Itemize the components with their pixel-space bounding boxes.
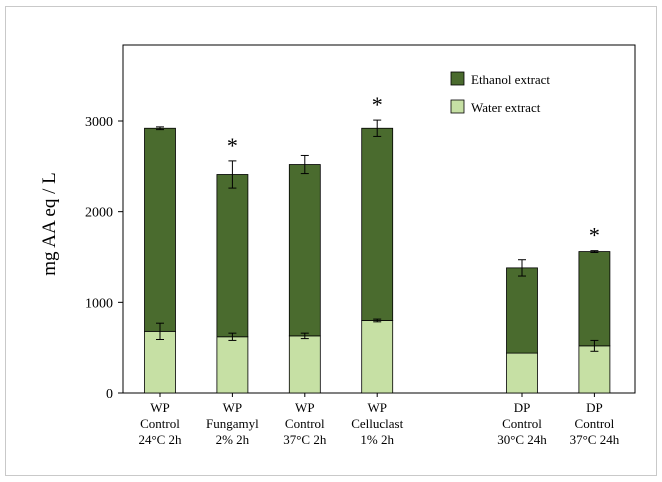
significance-star: * (589, 223, 600, 248)
x-tick-label: DP (586, 400, 603, 415)
x-tick-label: Control (502, 416, 542, 431)
x-tick-label: 1% 2h (360, 432, 394, 447)
bar-water-extract (144, 330, 176, 394)
legend-swatch (450, 71, 465, 86)
bar-water-extract (506, 352, 538, 394)
x-tick-label: 30°C 24h (497, 432, 547, 447)
x-tick-label: WP (223, 400, 243, 415)
bar-water-extract (361, 320, 394, 394)
bar-water-extract (216, 336, 249, 394)
x-tick-label: 2% 2h (216, 432, 250, 447)
y-tick-label: 0 (106, 387, 113, 402)
x-tick-label: Control (140, 416, 180, 431)
significance-star: * (227, 133, 238, 158)
x-tick-label: WP (150, 400, 170, 415)
x-tick-label: WP (367, 400, 387, 415)
bar-ethanol-extract (578, 251, 611, 347)
significance-star: * (372, 92, 383, 117)
x-tick-label: 37°C 2h (283, 432, 327, 447)
bar-ethanol-extract (361, 127, 394, 321)
x-tick-label: Control (575, 416, 615, 431)
y-axis-label: mg AA eq / L (39, 172, 60, 275)
legend-label: Water extract (471, 100, 541, 115)
bar-water-extract (578, 345, 611, 394)
y-tick-label: 3000 (85, 115, 113, 130)
x-tick-label: WP (295, 400, 315, 415)
bar-ethanol-extract (144, 127, 176, 332)
x-tick-label: 24°C 2h (138, 432, 182, 447)
x-tick-label: Control (285, 416, 325, 431)
legend-swatch (450, 99, 465, 114)
x-tick-label: Celluclast (351, 416, 403, 431)
bar-ethanol-extract (506, 267, 538, 354)
bar-ethanol-extract (216, 174, 249, 338)
x-tick-label: 37°C 24h (570, 432, 620, 447)
legend-label: Ethanol extract (471, 72, 550, 87)
chart-frame (5, 6, 657, 476)
x-tick-label: Fungamyl (206, 416, 259, 431)
y-tick-label: 2000 (85, 206, 113, 221)
x-tick-label: DP (514, 400, 531, 415)
bar-water-extract (288, 335, 321, 394)
y-tick-label: 1000 (85, 296, 113, 311)
bar-ethanol-extract (288, 164, 321, 337)
